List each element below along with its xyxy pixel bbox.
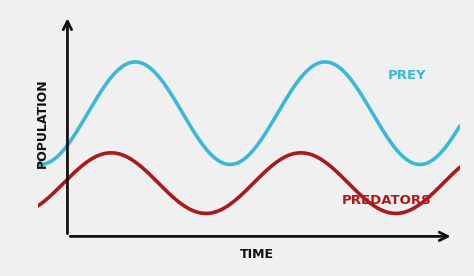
Text: TIME: TIME	[240, 248, 274, 261]
Text: PREDATORS: PREDATORS	[342, 194, 431, 207]
Text: POPULATION: POPULATION	[36, 79, 49, 168]
Text: PREY: PREY	[388, 69, 427, 82]
